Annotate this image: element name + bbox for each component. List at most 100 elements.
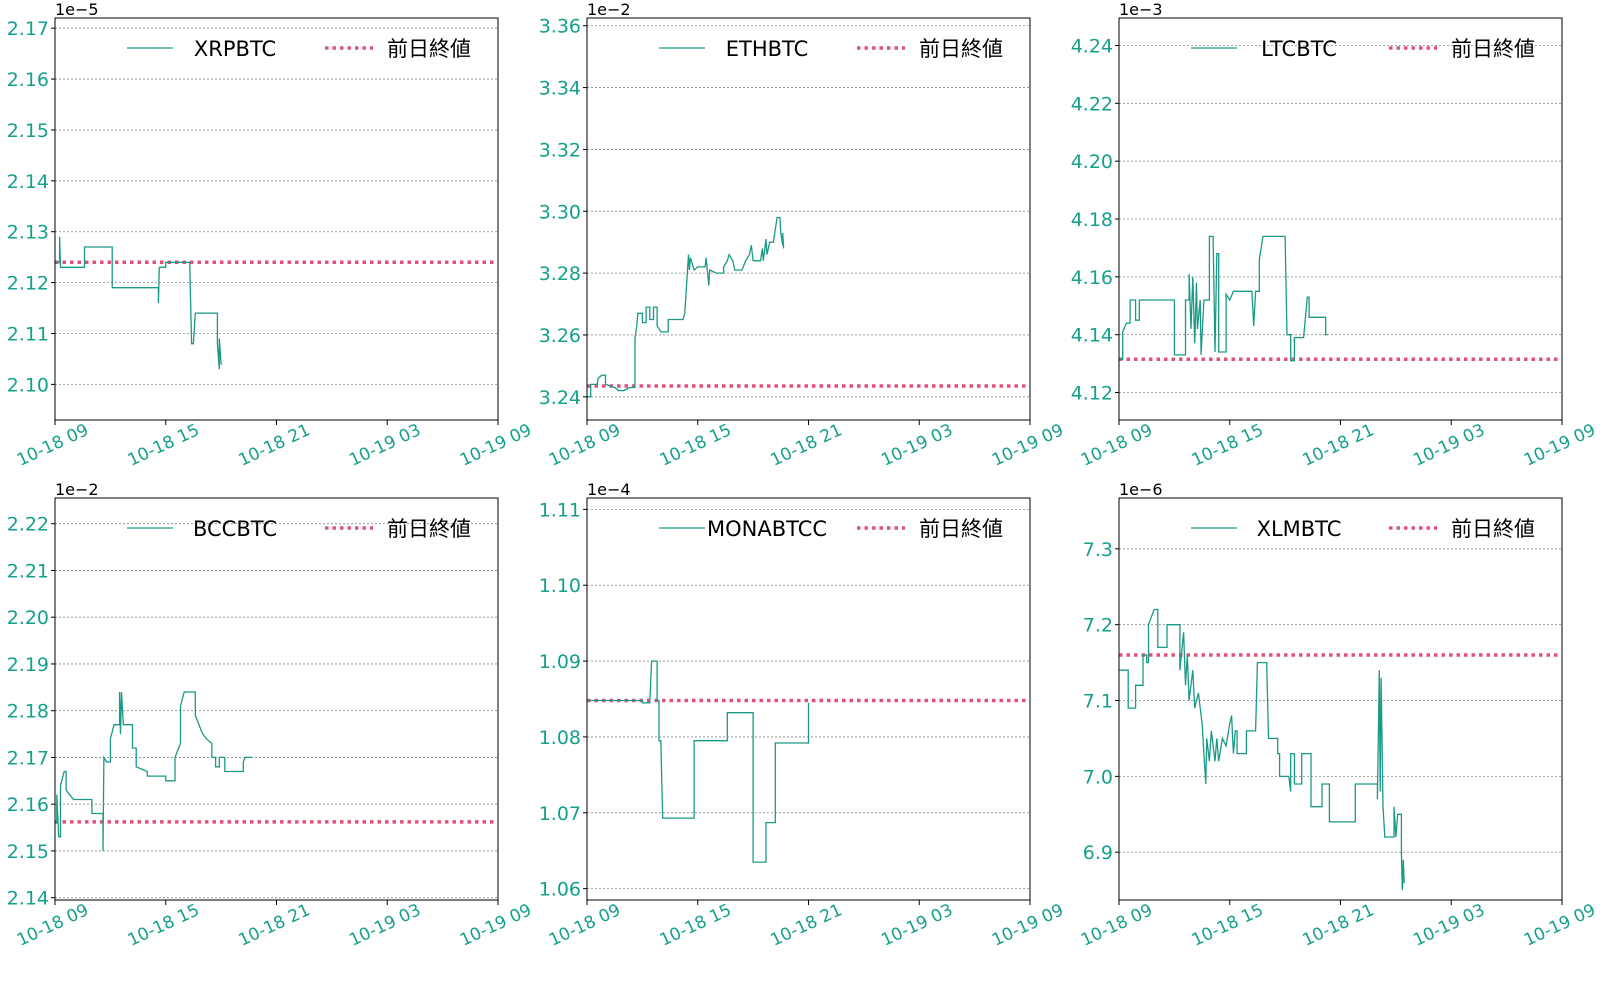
- axis-multiplier: 1e−3: [1119, 0, 1163, 19]
- x-tick-label: 10-18 21: [768, 420, 846, 470]
- x-tick-label: 10-18 15: [1189, 420, 1267, 470]
- y-tick-label: 1.11: [539, 499, 581, 521]
- y-tick-label: 7.3: [1083, 539, 1113, 561]
- y-tick-label: 1.08: [539, 727, 581, 749]
- plot-frame: [1118, 497, 1563, 901]
- legend-label-prev-close: 前日終値: [387, 517, 471, 541]
- x-tick-label: 10-18 09: [546, 900, 624, 950]
- y-tick-label: 1.07: [539, 803, 581, 825]
- y-tick-label: 2.12: [7, 273, 49, 295]
- x-tick-label: 10-18 15: [1189, 900, 1267, 950]
- legend-label-series: BCCBTC: [193, 517, 277, 541]
- y-tick-label: 1.06: [539, 879, 581, 901]
- x-tick-label: 10-18 21: [1300, 900, 1378, 950]
- y-tick-label: 2.16: [7, 794, 49, 816]
- x-tick-label: 10-19 03: [878, 900, 956, 950]
- legend-label-series: XRPBTC: [194, 37, 276, 61]
- legend-label-series: MONABTCC: [707, 517, 827, 541]
- y-tick-label: 2.21: [7, 560, 49, 582]
- y-tick-label: 7.0: [1083, 766, 1113, 788]
- x-tick-label: 10-19 09: [1521, 900, 1599, 950]
- x-tick-label: 10-18 21: [236, 900, 314, 950]
- axis-multiplier: 1e−4: [587, 480, 631, 499]
- y-tick-label: 2.18: [7, 701, 49, 723]
- y-tick-label: 3.28: [539, 263, 581, 285]
- y-tick-label: 4.18: [1071, 209, 1113, 231]
- price-line-xrpbtc: [55, 236, 222, 370]
- y-tick-label: 2.15: [7, 120, 49, 142]
- plot-frame: [1118, 17, 1563, 421]
- legend-label-prev-close: 前日終値: [919, 517, 1003, 541]
- legend-label-series: LTCBTC: [1261, 37, 1337, 61]
- y-tick-label: 4.22: [1071, 93, 1113, 115]
- y-tick-label: 4.16: [1071, 267, 1113, 289]
- y-tick-label: 6.9: [1083, 842, 1113, 864]
- y-tick-label: 2.14: [7, 171, 49, 193]
- axis-multiplier: 1e−2: [587, 0, 631, 19]
- x-tick-label: 10-19 03: [1410, 900, 1488, 950]
- x-tick-label: 10-19 09: [989, 900, 1067, 950]
- x-tick-label: 10-19 09: [457, 900, 535, 950]
- price-line-bccbtc: [55, 691, 253, 851]
- x-tick-label: 10-19 03: [346, 900, 424, 950]
- axis-multiplier: 1e−5: [55, 0, 99, 19]
- y-tick-label: 1.09: [539, 651, 581, 673]
- x-tick-label: 10-19 09: [457, 420, 535, 470]
- legend-label-prev-close: 前日終値: [1451, 517, 1535, 541]
- legend-label-prev-close: 前日終値: [919, 37, 1003, 61]
- y-tick-label: 3.34: [539, 78, 581, 100]
- x-tick-label: 10-19 03: [346, 420, 424, 470]
- price-line-monabtcc: [587, 660, 810, 863]
- legend-label-series: ETHBTC: [726, 37, 809, 61]
- panel-monabtcc: 1.06 1.07 1.08 1.09 1.10 1.11 10-18 09 10-18 15…: [539, 480, 1067, 951]
- y-tick-label: 2.14: [7, 888, 49, 910]
- x-tick-label: 10-18 15: [125, 900, 203, 950]
- y-tick-label: 3.26: [539, 325, 581, 347]
- y-tick-label: 2.15: [7, 841, 49, 863]
- x-tick-label: 10-18 15: [657, 420, 735, 470]
- y-tick-label: 3.36: [539, 16, 581, 38]
- y-tick-label: 7.2: [1083, 615, 1113, 637]
- y-tick-label: 2.17: [7, 18, 49, 40]
- legend-label-prev-close: 前日終値: [387, 37, 471, 61]
- x-tick-label: 10-18 09: [1078, 900, 1156, 950]
- y-tick-label: 2.13: [7, 222, 49, 244]
- panel-xrpbtc: 2.10 2.11 2.12 2.13 2.14 2.15 2.16 2.17 10-18 09…: [7, 0, 535, 471]
- y-tick-label: 2.19: [7, 654, 49, 676]
- x-tick-label: 10-18 15: [125, 420, 203, 470]
- x-tick-label: 10-18 09: [14, 420, 92, 470]
- plot-frame: [586, 497, 1031, 901]
- x-tick-label: 10-19 09: [1521, 420, 1599, 470]
- panel-xlmbtc: 6.9 7.0 7.1 7.2 7.3 10-18 09 10-18 15 10-18 21 1…: [1078, 480, 1599, 951]
- x-tick-label: 10-18 15: [657, 900, 735, 950]
- plot-frame: [54, 497, 499, 901]
- y-tick-label: 2.10: [7, 374, 49, 396]
- x-tick-label: 10-18 09: [546, 420, 624, 470]
- y-tick-label: 3.24: [539, 387, 581, 409]
- x-tick-label: 10-19 03: [878, 420, 956, 470]
- y-tick-label: 4.12: [1071, 383, 1113, 405]
- x-tick-label: 10-18 21: [768, 900, 846, 950]
- panel-bccbtc: 2.14 2.15 2.16 2.17 2.18 2.19 2.20 2.21 2.22 10-1…: [7, 480, 535, 951]
- legend-label-prev-close: 前日終値: [1451, 37, 1535, 61]
- y-tick-label: 4.24: [1071, 35, 1113, 57]
- panel-ethbtc: 3.24 3.26 3.28 3.30 3.32 3.34 3.36 10-18 09 10-1…: [539, 0, 1067, 471]
- plot-frame: [54, 17, 499, 421]
- x-tick-label: 10-18 21: [1300, 420, 1378, 470]
- price-line-ethbtc: [587, 216, 785, 398]
- y-tick-label: 2.20: [7, 607, 49, 629]
- y-tick-label: 7.1: [1083, 691, 1113, 713]
- x-tick-label: 10-18 21: [236, 420, 314, 470]
- legend-label-series: XLMBTC: [1257, 517, 1342, 541]
- y-tick-label: 2.16: [7, 69, 49, 91]
- y-tick-label: 2.17: [7, 747, 49, 769]
- x-tick-label: 10-19 09: [989, 420, 1067, 470]
- y-tick-label: 4.14: [1071, 325, 1113, 347]
- y-tick-label: 4.20: [1071, 151, 1113, 173]
- y-tick-label: 3.30: [539, 201, 581, 223]
- x-tick-label: 10-19 03: [1410, 420, 1488, 470]
- y-tick-label: 1.10: [539, 575, 581, 597]
- y-tick-label: 2.11: [7, 323, 49, 345]
